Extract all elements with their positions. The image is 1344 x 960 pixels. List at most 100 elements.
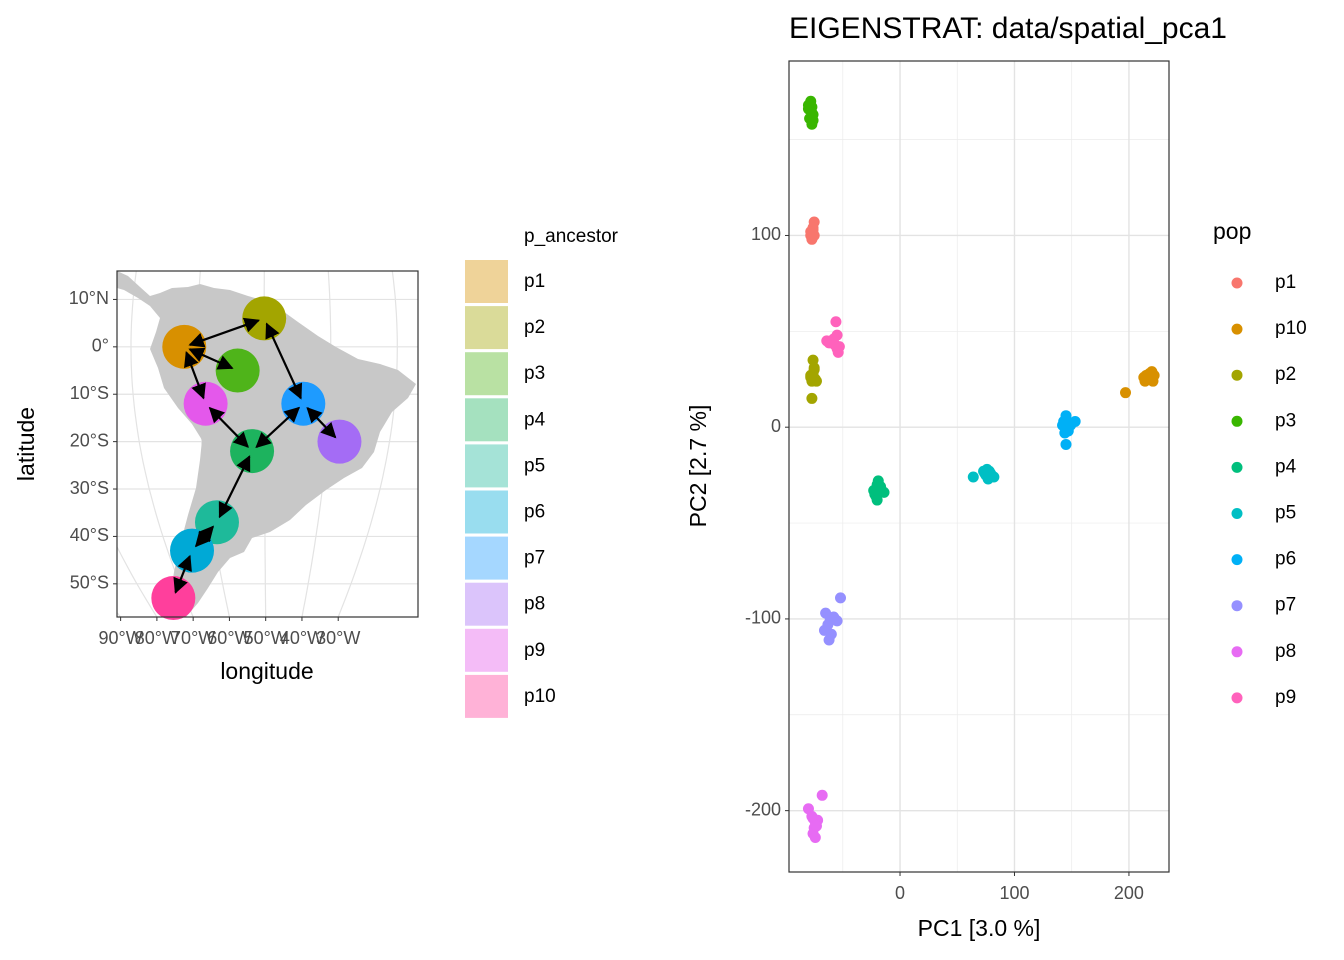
- pca-point: [1060, 438, 1072, 450]
- y-tick-label: 20°S: [70, 430, 109, 450]
- population-point: [215, 348, 260, 393]
- pca-point: [1057, 419, 1069, 431]
- pca-point: [809, 831, 821, 843]
- pca-point: [833, 341, 845, 353]
- pca-panel: [789, 61, 1169, 872]
- pca-point: [808, 362, 820, 374]
- x-tick-label: 60°W: [207, 628, 251, 648]
- legend-swatch: [465, 628, 508, 672]
- ancestry-arrow: [184, 351, 206, 400]
- map-marks: [151, 296, 362, 621]
- pca-point: [805, 371, 817, 383]
- pca-grid: [789, 61, 1169, 872]
- pca-point: [823, 634, 835, 646]
- legend-label: p10: [1275, 318, 1307, 339]
- legend-label: p10: [524, 686, 556, 707]
- legend-label: p9: [1275, 687, 1296, 708]
- pca-point: [1120, 387, 1132, 399]
- pca-point: [807, 228, 819, 240]
- x-tick-label: 100: [999, 883, 1029, 903]
- legend-swatch: [465, 352, 508, 396]
- y-tick-label: 0°: [92, 336, 109, 356]
- y-tick-label: 10°N: [69, 288, 109, 308]
- pca-point: [1139, 375, 1151, 387]
- legend-label: p6: [524, 502, 545, 523]
- pca-point: [830, 316, 842, 328]
- legend-label: p8: [524, 594, 545, 615]
- graticule-meridian: [130, 271, 194, 617]
- legend-key: [1231, 461, 1243, 473]
- legend-label: p2: [524, 317, 545, 338]
- legend-key: [1231, 369, 1243, 381]
- y-tick-label: 40°S: [70, 525, 109, 545]
- legend-swatch: [465, 398, 508, 442]
- legend-label: p1: [524, 271, 545, 292]
- pca-legend-title: pop: [1213, 218, 1251, 244]
- y-tick-label: 30°S: [70, 478, 109, 498]
- legend-swatch: [465, 260, 508, 303]
- ancestry-arrow: [306, 406, 337, 439]
- x-tick-label: 90°W: [99, 628, 143, 648]
- y-tick-label: 50°S: [70, 573, 109, 593]
- y-tick-label: 100: [751, 224, 781, 244]
- pca-point: [978, 465, 990, 477]
- x-tick-label: 30°W: [316, 628, 360, 648]
- legend-label: p3: [1275, 410, 1296, 431]
- y-tick-label: 0: [771, 416, 781, 436]
- legend-key: [1231, 692, 1243, 704]
- legend-key: [1231, 646, 1243, 658]
- legend-key: [1231, 554, 1243, 566]
- legend-label: p4: [1275, 456, 1297, 477]
- legend-swatch: [465, 582, 508, 626]
- pca-x-title: PC1 [3.0 %]: [918, 915, 1041, 941]
- pca-title: EIGENSTRAT: data/spatial_pca1: [789, 12, 1227, 45]
- legend-label: p6: [1275, 549, 1296, 570]
- pca-point: [810, 820, 822, 832]
- graticule-meridian: [337, 271, 398, 617]
- graticule-meridian: [117, 545, 158, 617]
- legend-key: [1231, 323, 1243, 335]
- y-tick-label: -200: [745, 799, 781, 819]
- pca-point: [1148, 369, 1160, 381]
- legend-label: p8: [1275, 641, 1296, 662]
- y-tick-label: 10°S: [70, 383, 109, 403]
- pca-point: [806, 810, 818, 822]
- legend-swatch: [465, 306, 508, 350]
- pca-point: [829, 613, 841, 625]
- ancestry-arrow: [208, 406, 249, 448]
- legend-label: p1: [1275, 272, 1296, 293]
- legend-key: [1231, 508, 1243, 519]
- x-tick-label: 40°W: [280, 628, 324, 648]
- ancestry-arrow: [173, 554, 192, 594]
- pca-marks: [802, 95, 1160, 843]
- map-graticule: [117, 271, 418, 617]
- population-point: [242, 296, 287, 341]
- legend-swatch: [465, 444, 508, 488]
- legend-swatch: [465, 536, 508, 580]
- x-tick-label: 200: [1114, 883, 1144, 903]
- ancestry-arrow: [255, 406, 301, 449]
- legend-label: p2: [1275, 364, 1296, 385]
- map-y-title: latitude: [13, 407, 39, 481]
- pca-point: [835, 592, 847, 604]
- pca-point: [1065, 419, 1077, 431]
- y-tick-label: -100: [745, 608, 781, 628]
- pca-point: [806, 107, 818, 119]
- x-tick-label: 80°W: [135, 628, 179, 648]
- legend-swatch: [465, 674, 508, 718]
- ancestry-arrow: [188, 317, 260, 348]
- legend-label: p5: [1275, 503, 1296, 524]
- legend-label: p4: [524, 409, 546, 430]
- pca-point: [816, 789, 828, 801]
- map-x-title: longitude: [220, 658, 313, 684]
- population-point: [170, 528, 215, 573]
- x-tick-label: 0: [895, 883, 905, 903]
- x-tick-label: 50°W: [244, 628, 288, 648]
- legend-key: [1231, 600, 1243, 612]
- map-border: [116, 270, 419, 618]
- legend-swatch: [465, 490, 508, 534]
- pca-point: [868, 484, 880, 496]
- ancestry-arrow: [265, 322, 303, 400]
- pca-border: [788, 60, 1170, 873]
